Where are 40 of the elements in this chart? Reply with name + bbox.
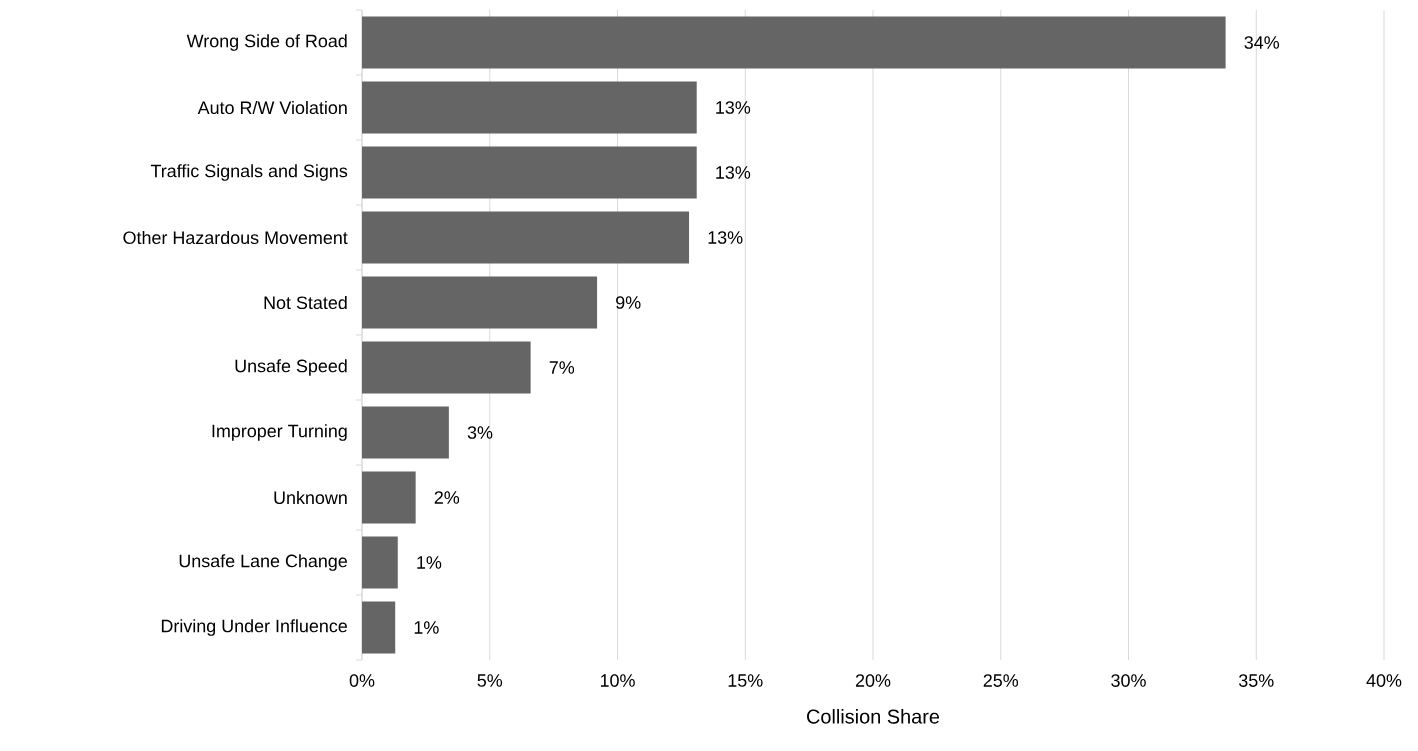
- x-tick-label: 30%: [1111, 674, 1146, 687]
- y-tick-label: Improper Turning: [212, 424, 347, 441]
- x-tick-label: 40%: [1366, 674, 1402, 687]
- data-label: 1%: [414, 621, 439, 634]
- bar: [362, 16, 1226, 69]
- x-tick-label: 15%: [728, 674, 763, 687]
- y-tick-label: Wrong Side of Road: [186, 34, 347, 51]
- bar: [362, 406, 449, 459]
- bar: [362, 276, 598, 329]
- x-tick-label: 20%: [855, 674, 891, 687]
- bar: [362, 601, 396, 654]
- x-tick-label: 10%: [600, 674, 635, 687]
- data-label: 2%: [434, 491, 460, 504]
- bar: [362, 471, 416, 524]
- y-tick-label: Unsafe Speed: [235, 359, 347, 376]
- data-label: 1%: [417, 556, 442, 569]
- y-tick-label: Not Stated: [264, 295, 347, 310]
- data-label: 34%: [1244, 36, 1280, 49]
- bar: [362, 81, 697, 134]
- bar: [362, 341, 531, 394]
- x-axis-title: Collision Share: [807, 709, 940, 724]
- data-label: 7%: [549, 361, 575, 374]
- x-tick-label: 35%: [1238, 674, 1274, 687]
- y-tick-label: Unsafe Lane Change: [179, 554, 347, 571]
- y-tick-label: Other Hazardous Movement: [123, 230, 348, 245]
- bar: [362, 536, 398, 589]
- data-label: 13%: [716, 101, 751, 114]
- x-tick-label: 5%: [477, 674, 503, 687]
- y-tick-label: Unknown: [274, 490, 347, 505]
- y-tick-label: Driving Under Influence: [161, 619, 347, 636]
- data-label: 13%: [708, 231, 743, 244]
- x-tick-label: 0%: [349, 674, 375, 687]
- y-tick-label: Traffic Signals and Signs: [150, 164, 348, 181]
- data-label: 3%: [467, 426, 493, 439]
- data-label: 13%: [716, 166, 751, 179]
- bar: [362, 146, 697, 199]
- data-label: 9%: [616, 296, 641, 309]
- x-tick-label: 25%: [983, 674, 1019, 687]
- y-tick-label: Auto R/W Violation: [197, 100, 347, 115]
- bar: [362, 211, 690, 264]
